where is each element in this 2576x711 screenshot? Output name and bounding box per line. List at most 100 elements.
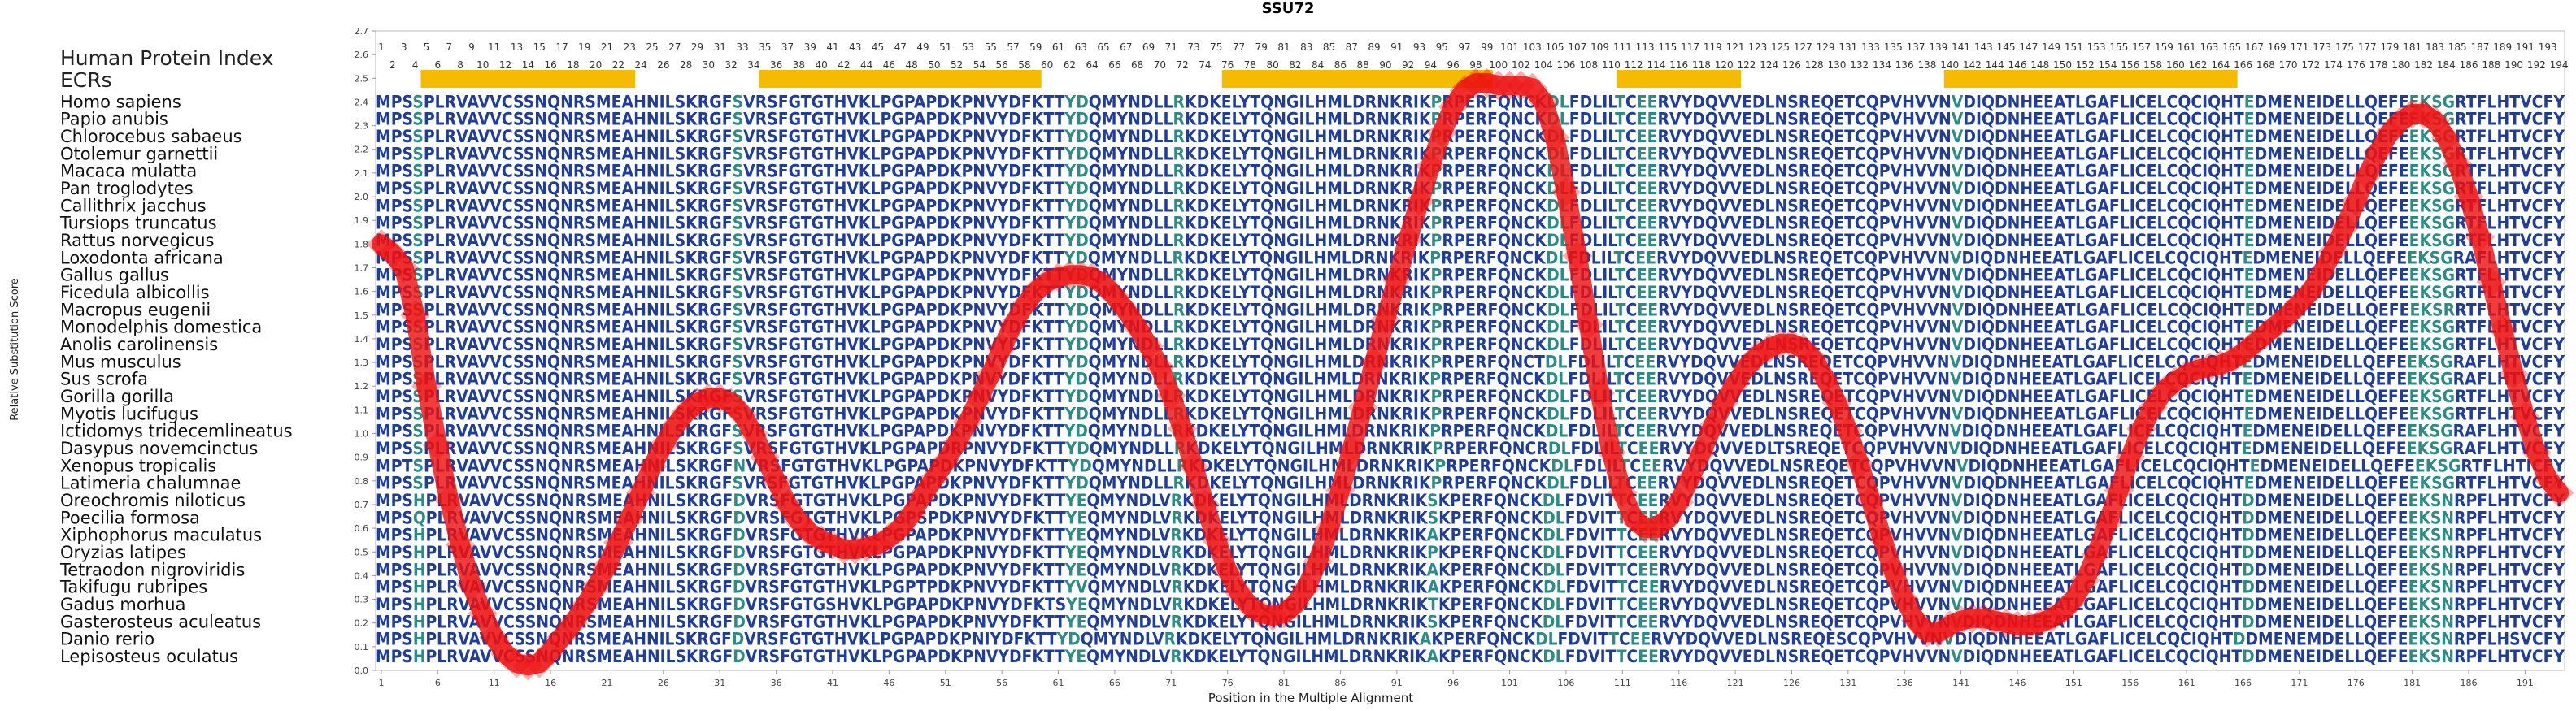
index-number: 16 bbox=[544, 59, 556, 71]
ecr-bar bbox=[420, 70, 636, 88]
index-number: 56 bbox=[995, 59, 1007, 71]
species-label: Tursiops truncatus bbox=[59, 214, 217, 233]
data-point bbox=[468, 598, 498, 629]
index-number: 61 bbox=[1052, 41, 1064, 53]
index-number: 140 bbox=[1940, 59, 1959, 71]
data-point bbox=[1686, 437, 1717, 468]
index-number: 185 bbox=[2448, 41, 2467, 53]
species-label: Gasterosteus aculeatus bbox=[60, 612, 261, 631]
x-tick-label: 116 bbox=[1670, 678, 1687, 688]
index-number: 39 bbox=[804, 41, 816, 53]
index-number: 52 bbox=[951, 59, 963, 71]
data-point bbox=[942, 427, 973, 458]
data-point bbox=[1201, 525, 1232, 556]
x-tick-label: 26 bbox=[658, 678, 669, 688]
data-point bbox=[1314, 513, 1344, 544]
data-point bbox=[794, 518, 825, 548]
y-tick-label: 1.0 bbox=[355, 429, 369, 440]
index-number: 160 bbox=[2166, 59, 2185, 71]
index-number: 69 bbox=[1142, 41, 1155, 53]
index-number: 14 bbox=[522, 59, 534, 71]
x-tick-label: 106 bbox=[1557, 678, 1574, 688]
index-number: 76 bbox=[1221, 59, 1234, 71]
x-tick-label: 36 bbox=[771, 678, 782, 688]
data-point bbox=[806, 525, 837, 556]
index-number: 23 bbox=[624, 41, 636, 53]
index-number: 148 bbox=[2030, 59, 2049, 71]
index-number: 40 bbox=[815, 59, 827, 71]
sequence-row: MPSSPLRVAVVCSSNQNRSMEAHNILSKRGFSVRSFGTGT… bbox=[376, 196, 2565, 215]
index-number: 11 bbox=[488, 41, 500, 53]
data-point bbox=[546, 622, 577, 652]
data-point bbox=[1404, 186, 1434, 217]
index-number: 33 bbox=[736, 41, 748, 53]
data-point bbox=[2104, 475, 2134, 505]
index-number: 64 bbox=[1086, 59, 1099, 71]
data-point bbox=[389, 253, 420, 283]
index-number: 106 bbox=[1556, 59, 1575, 71]
index-number: 37 bbox=[781, 41, 794, 53]
x-tick-label: 121 bbox=[1727, 678, 1744, 688]
y-tick-label: 1.6 bbox=[355, 287, 369, 297]
data-point bbox=[716, 388, 746, 418]
data-point bbox=[2397, 98, 2428, 129]
y-axis-ticks: 0.0 0.1 0.2 0.3 0.4 0.5 0.6 0.7 0.8 0.9 1.0 1.1 1.2 1… bbox=[355, 26, 376, 676]
species-label: Macropus eugenii bbox=[60, 300, 211, 319]
sequence-row: MPSSPLRVAVVCSSNQNRSMEAHNILSKRGFSVRSFGTGT… bbox=[376, 92, 2565, 111]
x-tick-label: 166 bbox=[2234, 678, 2252, 688]
ecr-bars bbox=[420, 70, 2238, 88]
species-label: Macaca mulatta bbox=[60, 162, 197, 181]
data-point bbox=[1167, 414, 1198, 444]
data-point bbox=[648, 430, 679, 461]
x-tick-label: 31 bbox=[714, 678, 725, 688]
index-number: 121 bbox=[1726, 41, 1745, 53]
index-number: 65 bbox=[1097, 41, 1109, 53]
index-number: 147 bbox=[2019, 41, 2038, 53]
x-tick-label: 61 bbox=[1053, 678, 1064, 688]
index-number: 68 bbox=[1131, 59, 1143, 71]
y-tick-label: 0.0 bbox=[355, 665, 369, 676]
data-point bbox=[1946, 605, 1977, 636]
species-label: Gorilla gorilla bbox=[60, 387, 174, 406]
data-point bbox=[964, 383, 994, 414]
index-number: 131 bbox=[1838, 41, 1857, 53]
index-number: 17 bbox=[555, 41, 568, 53]
index-number: 34 bbox=[747, 59, 759, 71]
x-tick-label: 81 bbox=[1278, 678, 1290, 688]
y-tick-label: 1.1 bbox=[355, 405, 369, 415]
index-number: 129 bbox=[1817, 41, 1835, 53]
data-point bbox=[479, 622, 510, 652]
index-number: 155 bbox=[2109, 41, 2128, 53]
data-point bbox=[456, 570, 487, 600]
y-tick-label: 0.2 bbox=[355, 618, 369, 629]
species-label: Pan troglodytes bbox=[60, 179, 194, 198]
index-number: 138 bbox=[1918, 59, 1937, 71]
data-point bbox=[1664, 487, 1695, 518]
index-row-header: Human Protein Index bbox=[60, 46, 274, 70]
index-number: 88 bbox=[1357, 59, 1369, 71]
species-label: Poecilia formosa bbox=[60, 508, 200, 527]
data-point bbox=[784, 505, 814, 536]
y-tick-label: 2.2 bbox=[355, 145, 369, 155]
index-number: 192 bbox=[2527, 59, 2546, 71]
index-number: 179 bbox=[2380, 41, 2399, 53]
data-point bbox=[2487, 314, 2518, 345]
y-tick-label: 1.7 bbox=[355, 262, 369, 273]
index-number: 21 bbox=[601, 41, 613, 53]
y-tick-label: 2.4 bbox=[355, 97, 369, 107]
sequence-row: MPSSPLRVAVVCSSNQNRSMEAHNILSKRGFSVRSFGTGT… bbox=[376, 474, 2565, 493]
data-point bbox=[1539, 122, 1570, 153]
species-label: Myotis lucifugus bbox=[60, 404, 198, 423]
index-number: 170 bbox=[2279, 59, 2298, 71]
sequence-row: MPSSPLRVAVVCSSNQNRSMEAHNILSKRGFSVRSFGTGT… bbox=[376, 231, 2565, 250]
data-point bbox=[750, 442, 781, 473]
index-number: 120 bbox=[1715, 59, 1734, 71]
index-number: 82 bbox=[1289, 59, 1301, 71]
index-number: 133 bbox=[1861, 41, 1880, 53]
index-number: 164 bbox=[2211, 59, 2230, 71]
data-point bbox=[1077, 262, 1107, 293]
species-label: Otolemur garnettii bbox=[60, 144, 218, 163]
data-point bbox=[535, 636, 566, 667]
sequence-row: MPSSPLRVAVVCSSNQNRSMEAHNILSKRGFSVRSFGTGT… bbox=[376, 110, 2565, 129]
index-number: 4 bbox=[412, 59, 419, 71]
